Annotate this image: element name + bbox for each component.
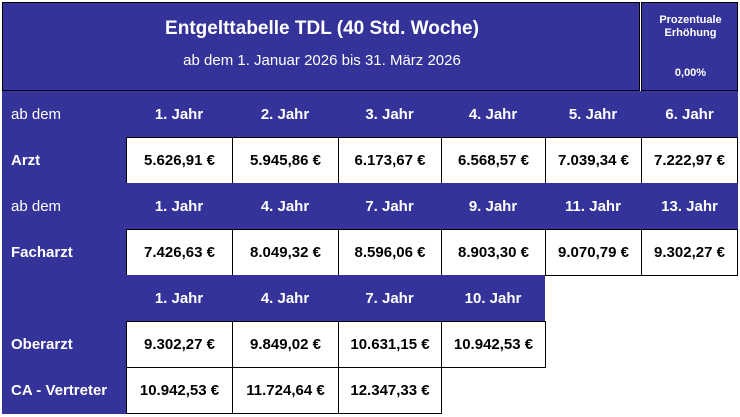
oberarzt-row-label: Oberarzt (2, 321, 126, 367)
facharzt-header-label: ab dem (2, 183, 126, 229)
table-title: Entgelttabelle TDL (40 Std. Woche) (165, 18, 479, 39)
percentage-increase-label: Prozentuale Erhöhung (659, 14, 722, 39)
arzt-header-label: ab dem (2, 91, 126, 137)
arzt-salary-cell: 7.222,97 € (641, 137, 738, 184)
facharzt-year-header: 7. Jahr (338, 183, 441, 229)
arzt-year-header: 3. Jahr (338, 91, 441, 137)
ca-vertreter-row-label: CA - Vertreter (2, 367, 126, 414)
facharzt-salary-cell: 7.426,63 € (126, 229, 233, 276)
oberarzt-year-header: 4. Jahr (232, 275, 338, 321)
facharzt-salary-cell: 9.302,27 € (641, 229, 738, 276)
oberarzt-year-header: 10. Jahr (441, 275, 545, 321)
facharzt-year-header: 13. Jahr (641, 183, 738, 229)
arzt-year-header: 6. Jahr (641, 91, 738, 137)
facharzt-salary-cell: 9.070,79 € (545, 229, 642, 276)
facharzt-year-header: 4. Jahr (232, 183, 338, 229)
ca-vertreter-salary-cell: 12.347,33 € (338, 367, 442, 414)
arzt-year-header: 1. Jahr (126, 91, 232, 137)
oberarzt-header-blank (2, 275, 126, 321)
arzt-salary-cell: 5.626,91 € (126, 137, 233, 184)
arzt-year-header: 2. Jahr (232, 91, 338, 137)
facharzt-year-header: 9. Jahr (441, 183, 545, 229)
table-subtitle: ab dem 1. Januar 2026 bis 31. März 2026 (183, 52, 461, 69)
arzt-salary-cell: 6.173,67 € (338, 137, 442, 184)
percentage-increase-value: 0,00% (674, 67, 707, 79)
oberarzt-salary-cell: 9.849,02 € (232, 321, 339, 368)
oberarzt-salary-cell: 10.631,15 € (338, 321, 442, 368)
ca-vertreter-salary-cell: 11.724,64 € (232, 367, 339, 414)
arzt-year-header: 4. Jahr (441, 91, 545, 137)
percentage-increase-box: Prozentuale Erhöhung 0,00% (641, 2, 738, 91)
ca-vertreter-salary-cell: 10.942,53 € (126, 367, 233, 414)
arzt-year-header: 5. Jahr (545, 91, 641, 137)
oberarzt-salary-cell: 9.302,27 € (126, 321, 233, 368)
facharzt-salary-cell: 8.903,30 € (441, 229, 546, 276)
oberarzt-salary-cell: 10.942,53 € (441, 321, 546, 368)
oberarzt-year-header: 1. Jahr (126, 275, 232, 321)
facharzt-year-header: 1. Jahr (126, 183, 232, 229)
arzt-row-label: Arzt (2, 137, 126, 183)
arzt-salary-cell: 7.039,34 € (545, 137, 642, 184)
title-box: Entgelttabelle TDL (40 Std. Woche) ab de… (2, 2, 640, 91)
arzt-salary-cell: 6.568,57 € (441, 137, 546, 184)
facharzt-year-header: 11. Jahr (545, 183, 641, 229)
facharzt-row-label: Facharzt (2, 229, 126, 275)
oberarzt-year-header: 7. Jahr (338, 275, 441, 321)
facharzt-salary-cell: 8.596,06 € (338, 229, 442, 276)
facharzt-salary-cell: 8.049,32 € (232, 229, 339, 276)
arzt-salary-cell: 5.945,86 € (232, 137, 339, 184)
